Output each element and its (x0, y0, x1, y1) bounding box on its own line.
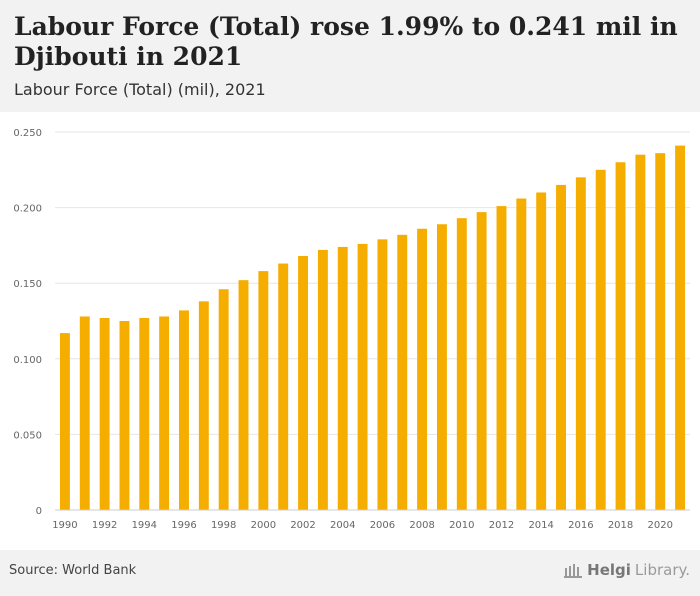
bar-1999 (238, 280, 249, 510)
y-tick-label: 0.200 (13, 204, 42, 215)
helgi-library-logo: Helgi Library. (563, 561, 690, 579)
y-tick-label: 0.100 (13, 355, 42, 366)
bar-2017 (595, 169, 606, 511)
chart-footer: Source: World Bank Helgi Library. (0, 550, 700, 596)
bar-2009 (436, 224, 447, 510)
bar-1990 (59, 333, 70, 510)
x-tick-label: 2012 (489, 520, 514, 531)
x-tick-label: 2002 (290, 520, 315, 531)
x-tick-label: 2016 (568, 520, 593, 531)
x-tick-label: 1998 (211, 520, 236, 531)
bar-2013 (516, 198, 527, 510)
x-tick-label: 2004 (330, 520, 355, 531)
y-tick-label: 0.050 (13, 430, 42, 441)
y-tick-label: 0.150 (13, 279, 42, 290)
bar-2015 (556, 184, 566, 511)
bar-2011 (476, 212, 487, 511)
bar-2018 (615, 162, 626, 511)
bar-2012 (496, 206, 507, 510)
y-tick-label: 0 (36, 506, 42, 517)
x-tick-label: 2000 (251, 520, 276, 531)
bar-2020 (655, 153, 666, 510)
x-tick-label: 2014 (528, 520, 553, 531)
chart-title: Labour Force (Total) rose 1.99% to 0.241… (14, 12, 678, 71)
x-tick-label: 1990 (52, 520, 77, 531)
bar-1997 (198, 301, 209, 510)
brand-name-part1: Helgi (587, 561, 631, 579)
chart-header: Labour Force (Total) rose 1.99% to 0.241… (0, 0, 700, 112)
bar-1993 (119, 321, 130, 510)
bar-chart: 0 0.050 0.100 0.150 0.200 0.250 1990 1992 1994 19… (13, 128, 690, 531)
bar-2010 (456, 218, 467, 510)
source-label: Source: World Bank (9, 563, 137, 578)
x-tick-label: 1992 (92, 520, 117, 531)
x-tick-label: 2020 (648, 520, 673, 531)
x-tick-label: 1994 (132, 520, 157, 531)
x-tick-label: 2008 (409, 520, 434, 531)
bar-2006 (377, 239, 388, 510)
bar-2002 (298, 255, 309, 510)
x-tick-label: 2010 (449, 520, 474, 531)
bar-1994 (139, 317, 150, 510)
bar-2021 (675, 145, 686, 510)
bar-1991 (79, 316, 90, 510)
bar-2000 (258, 271, 269, 510)
bar-1992 (99, 317, 110, 510)
bar-2005 (357, 243, 368, 510)
brand-name-part2: Library. (634, 561, 690, 579)
chart-subtitle: Labour Force (Total) (mil), 2021 (14, 80, 266, 99)
bar-2019 (635, 154, 646, 510)
bar-2014 (536, 192, 547, 510)
y-tick-label: 0.250 (13, 128, 42, 139)
bar-1996 (179, 310, 189, 510)
bar-2004 (337, 246, 348, 511)
bar-2008 (417, 228, 428, 510)
x-tick-label: 2018 (608, 520, 633, 531)
x-tick-label: 2006 (370, 520, 395, 531)
x-tick-label: 1996 (171, 520, 196, 531)
bar-2016 (575, 177, 586, 511)
bar-2007 (397, 234, 408, 510)
bar-2001 (278, 263, 289, 510)
bar-1998 (218, 289, 229, 510)
bar-1995 (159, 316, 170, 510)
library-building-icon (564, 564, 583, 578)
bar-2003 (317, 249, 328, 510)
